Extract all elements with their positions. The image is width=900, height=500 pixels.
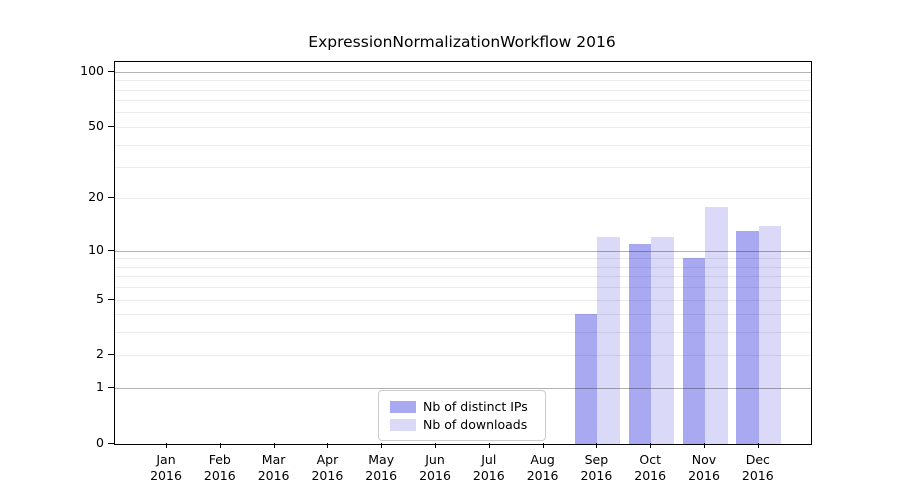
legend-swatch-distinct-ips — [390, 400, 416, 413]
bar-oct-2016-distinct-ips — [628, 243, 652, 444]
x-tick-mark-jun-2016 — [435, 443, 436, 448]
x-tick-label-apr-2016: Apr 2016 — [311, 452, 344, 483]
gridline-60 — [115, 112, 811, 114]
x-tick-mark-aug-2016 — [542, 443, 544, 448]
y-tick-mark-10 — [108, 249, 114, 251]
gridline-9 — [115, 258, 811, 260]
x-tick-mark-apr-2016 — [327, 443, 329, 448]
gridline-7 — [115, 276, 811, 278]
y-tick-label-100: 100 — [80, 62, 104, 78]
gridline-50 — [115, 126, 811, 128]
x-tick-label-jan-2016: Jan 2016 — [150, 452, 182, 483]
chart-title: ExpressionNormalizationWorkflow 2016 — [308, 33, 616, 51]
legend-item-downloads: Nb of downloads — [390, 416, 539, 433]
x-tick-label-jun-2016: Jun 2016 — [419, 452, 451, 483]
gridline-3 — [115, 332, 811, 334]
gridline-100 — [115, 71, 811, 73]
y-tick-mark-20 — [108, 197, 114, 199]
y-tick-label-2: 2 — [96, 346, 104, 362]
x-tick-label-jul-2016: Jul 2016 — [472, 452, 505, 483]
x-tick-mark-sep-2016 — [596, 443, 598, 448]
gridline-80 — [115, 89, 811, 91]
bar-sep-2016-downloads — [597, 237, 620, 444]
y-tick-label-10: 10 — [88, 241, 104, 257]
gridline-40 — [115, 144, 811, 146]
y-tick-mark-0 — [108, 443, 114, 444]
gridlines-layer — [115, 62, 811, 444]
bar-nov-2016-distinct-ips — [682, 258, 705, 444]
y-tick-mark-50 — [108, 125, 114, 127]
x-tick-mark-jul-2016 — [488, 443, 490, 448]
y-tick-label-5: 5 — [96, 290, 104, 306]
legend-item-distinct-ips: Nb of distinct IPs — [390, 398, 539, 415]
legend-label: Nb of distinct IPs — [423, 399, 528, 414]
x-tick-mark-dec-2016 — [757, 443, 759, 448]
bar-oct-2016-downloads — [651, 237, 674, 444]
y-tick-mark-1 — [108, 387, 114, 389]
plot-area — [114, 61, 812, 445]
y-tick-mark-5 — [108, 298, 114, 300]
x-tick-label-feb-2016: Feb 2016 — [203, 452, 236, 483]
y-tick-label-20: 20 — [88, 189, 104, 205]
bars-layer — [115, 62, 811, 444]
legend-swatch-downloads — [390, 418, 416, 431]
gridline-20 — [115, 198, 811, 200]
bar-sep-2016-distinct-ips — [574, 314, 598, 444]
x-tick-label-dec-2016: Dec 2016 — [741, 452, 774, 483]
x-tick-mark-nov-2016 — [704, 443, 705, 448]
x-tick-label-sep-2016: Sep 2016 — [580, 452, 613, 483]
bar-dec-2016-downloads — [758, 225, 782, 444]
gridline-4 — [115, 314, 811, 316]
gridline-2 — [115, 355, 811, 357]
x-tick-mark-may-2016 — [381, 443, 383, 448]
bar-nov-2016-downloads — [705, 206, 728, 444]
x-tick-mark-mar-2016 — [273, 443, 275, 448]
y-tick-mark-2 — [108, 354, 114, 356]
y-tick-label-0: 0 — [96, 435, 104, 450]
gridline-8 — [115, 266, 811, 268]
bar-dec-2016-distinct-ips — [736, 231, 759, 444]
gridline-6 — [115, 287, 811, 289]
x-tick-label-mar-2016: Mar 2016 — [257, 452, 290, 483]
x-tick-label-may-2016: May 2016 — [365, 452, 398, 483]
x-tick-label-nov-2016: Nov 2016 — [688, 452, 720, 483]
legend: Nb of distinct IPs Nb of downloads — [378, 390, 546, 441]
x-tick-label-aug-2016: Aug 2016 — [526, 452, 559, 483]
gridline-70 — [115, 100, 811, 102]
x-tick-label-oct-2016: Oct 2016 — [634, 452, 667, 483]
gridline-5 — [115, 299, 811, 301]
gridline-10 — [115, 250, 811, 252]
gridline-90 — [115, 80, 811, 82]
gridline-30 — [115, 167, 811, 168]
y-tick-label-50: 50 — [88, 117, 104, 133]
x-tick-mark-jan-2016 — [166, 443, 167, 448]
y-tick-label-1: 1 — [96, 379, 104, 395]
x-tick-mark-feb-2016 — [219, 443, 221, 448]
legend-label: Nb of downloads — [423, 417, 528, 432]
gridline-1 — [115, 388, 811, 390]
x-tick-mark-oct-2016 — [650, 443, 652, 448]
y-tick-mark-100 — [108, 70, 114, 72]
